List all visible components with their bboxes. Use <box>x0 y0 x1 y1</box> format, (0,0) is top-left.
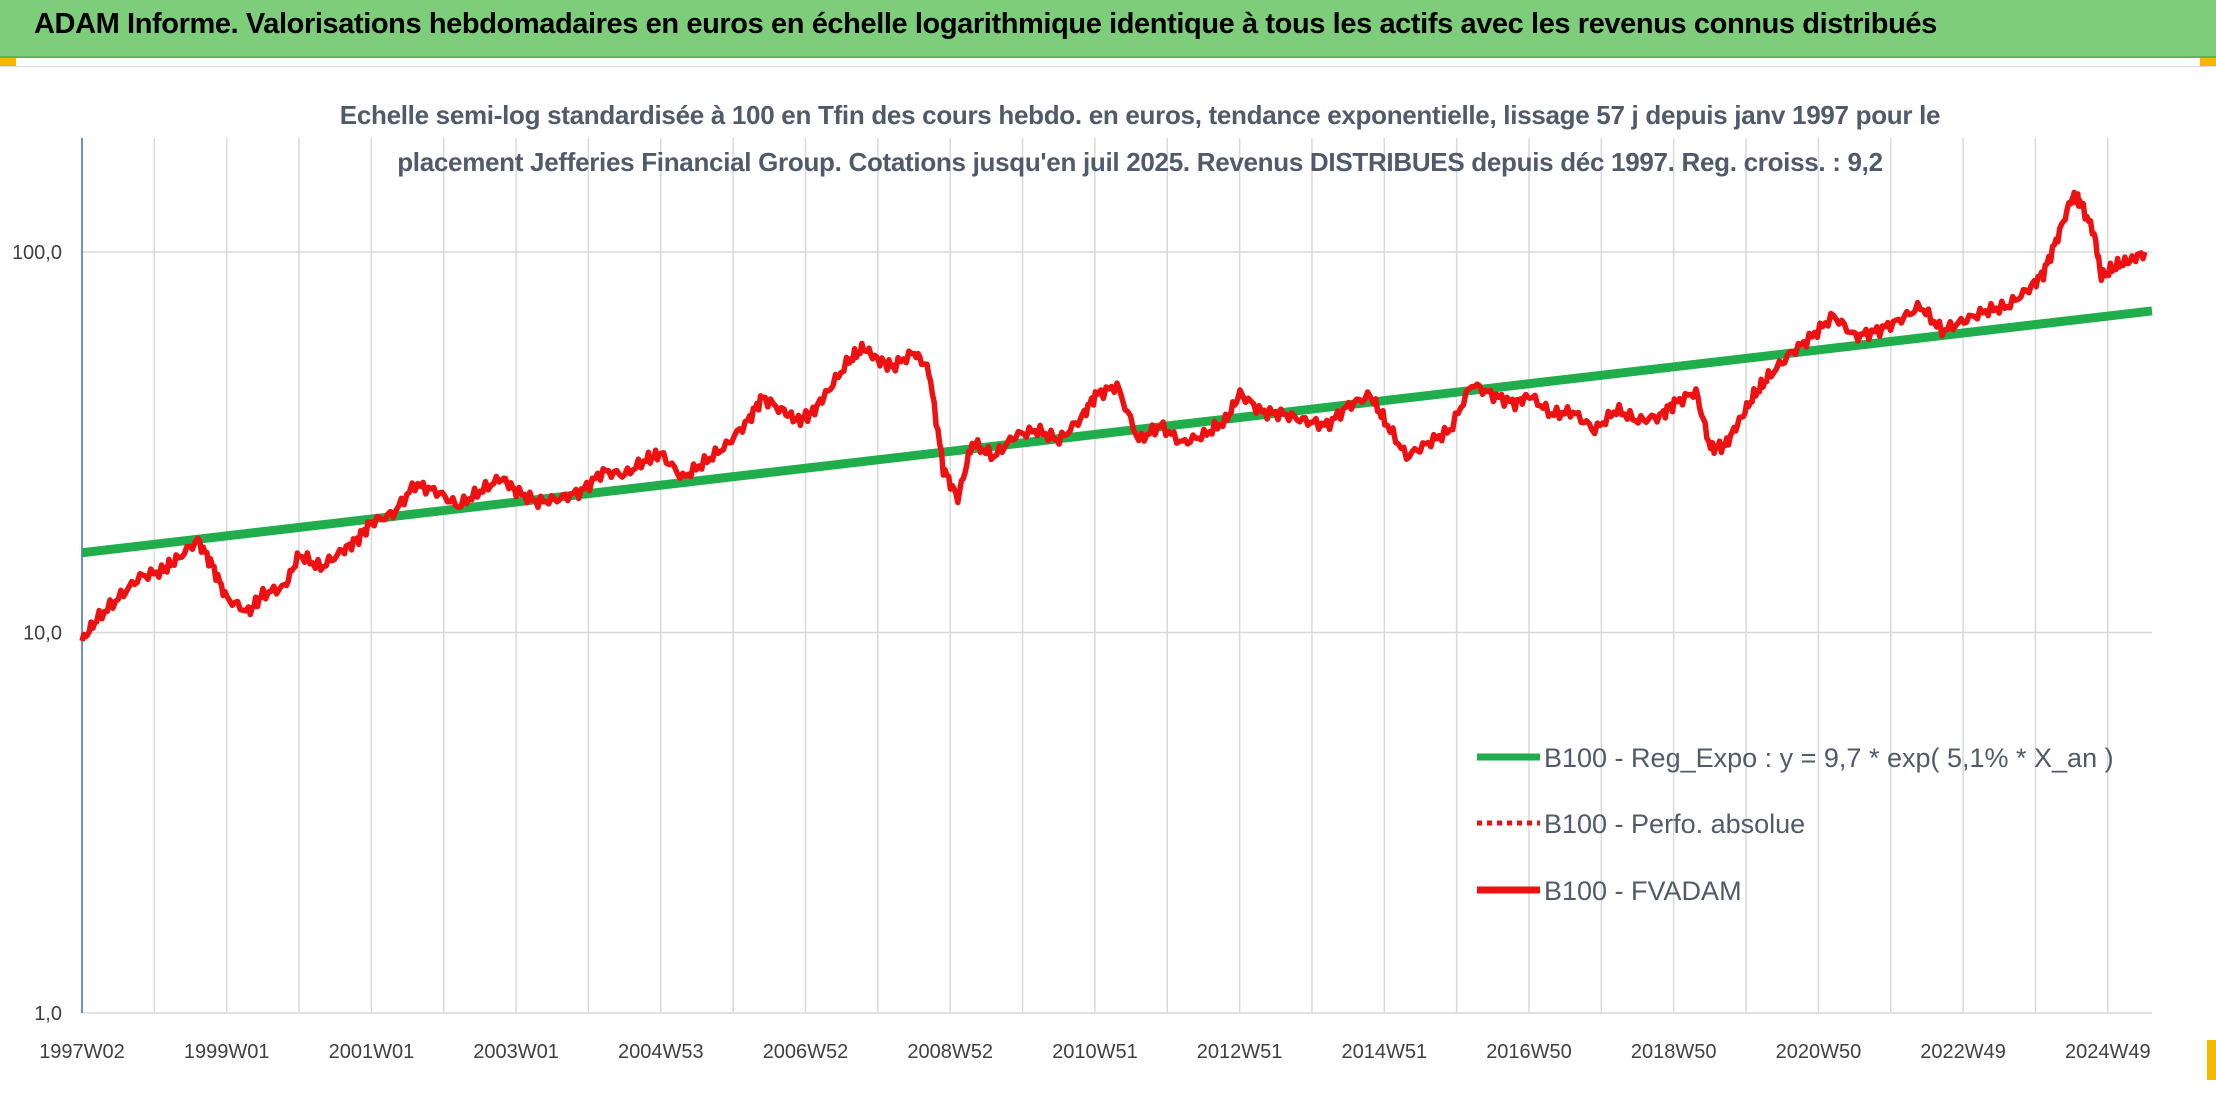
trend-line <box>81 306 2153 558</box>
chart-subtitle-line-1: Echelle semi-log standardisée à 100 en T… <box>339 100 1941 130</box>
x-tick-label: 2020W50 <box>1776 1041 1862 1063</box>
x-tick-label: 2016W50 <box>1486 1041 1572 1063</box>
x-tick-label: 1999W01 <box>184 1041 270 1063</box>
fvadam-line <box>79 189 2148 642</box>
x-tick-label: 1997W02 <box>39 1041 125 1063</box>
x-tick-label: 2001W01 <box>329 1041 415 1063</box>
report-title: ADAM Informe. Valorisations hebdomadaire… <box>34 8 1937 40</box>
x-tick-label: 2024W49 <box>2065 1041 2151 1063</box>
x-tick-label: 2004W53 <box>618 1041 704 1063</box>
legend-label: B100 - Reg_Expo : y = 9,7 * exp( 5,1% * … <box>1544 743 2114 773</box>
x-tick-label: 2018W50 <box>1631 1041 1717 1063</box>
corner-marker-bottom-right <box>2207 1040 2216 1080</box>
legend-label: B100 - Perfo. absolue <box>1544 809 1805 839</box>
x-tick-label: 2010W51 <box>1052 1041 1138 1063</box>
corner-marker-left <box>0 58 16 66</box>
chart-subtitle: Echelle semi-log standardisée à 100 en T… <box>210 92 2070 186</box>
legend-label: B100 - FVADAM <box>1544 876 1742 906</box>
y-tick-label: 100,0 <box>12 242 62 264</box>
x-tick-label: 2006W52 <box>763 1041 849 1063</box>
chart-frame <box>0 66 2216 1103</box>
y-tick-label: 10,0 <box>23 623 62 645</box>
x-tick-label: 2003W01 <box>473 1041 559 1063</box>
x-tick-label: 2022W49 <box>1920 1041 2006 1063</box>
x-tick-label: 2012W51 <box>1197 1041 1283 1063</box>
chart-subtitle-line-2: placement Jefferies Financial Group. Cot… <box>397 147 1883 177</box>
corner-marker-right <box>2200 58 2216 66</box>
report-banner: ADAM Informe. Valorisations hebdomadaire… <box>0 0 2216 58</box>
x-tick-label: 2014W51 <box>1341 1041 1427 1063</box>
y-tick-label: 1,0 <box>34 1003 62 1025</box>
x-tick-label: 2008W52 <box>907 1041 993 1063</box>
